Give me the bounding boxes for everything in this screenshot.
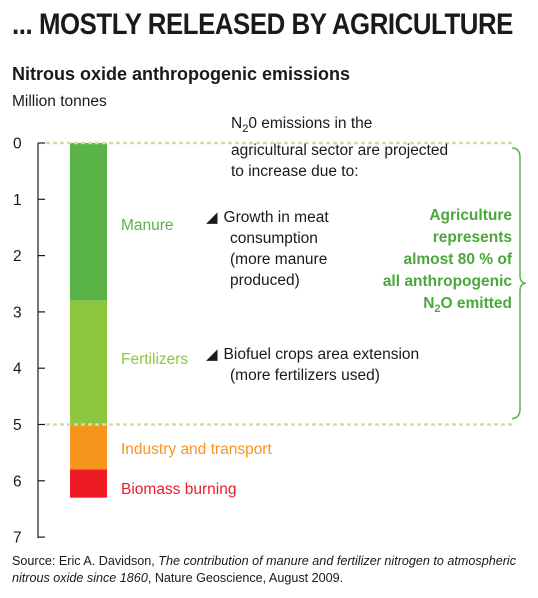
chart-title: Nitrous oxide anthropogenic emissions [12,64,351,84]
agriculture-share-note: Agriculture represents almost 80 % of al… [382,207,512,316]
segment-label-biomass-burning: Biomass burning [121,481,237,498]
segment-label-manure: Manure [121,217,174,234]
y-tick-label: 0 [13,136,22,153]
projection-intro: N20 emissions in the agricultural sector… [231,115,449,181]
bar-segment-industry-and-transport [70,424,107,470]
y-tick-label: 7 [13,530,22,547]
segment-label-industry-transport: Industry and transport [121,441,272,458]
y-tick-label: 4 [13,361,22,378]
y-tick-label: 5 [13,417,22,434]
page-title: ... MOSTLY RELEASED BY AGRICULTURE [12,8,513,41]
bar-segment-manure [70,143,107,301]
manure-cause: ◢ Growth in meat consumption (more manure… [206,209,329,289]
bar-segment-biomass-burning [70,469,107,498]
y-tick-label: 3 [13,304,22,321]
source-note: Source: Eric A. Davidson, The contributi… [12,554,517,585]
agriculture-bracket [511,147,527,420]
triangle-up-icon: ◢ [206,346,218,363]
y-tick-label: 6 [13,473,22,490]
bar-segment-fertilizers [70,300,107,425]
y-tick-label: 1 [13,192,22,209]
triangle-up-icon: ◢ [206,209,218,226]
fertilizer-cause: ◢ Biofuel crops area extension (more fert… [206,346,420,384]
y-tick-label: 2 [13,248,22,265]
segment-label-fertilizers: Fertilizers [121,351,189,368]
y-axis-label: Million tonnes [12,93,107,110]
